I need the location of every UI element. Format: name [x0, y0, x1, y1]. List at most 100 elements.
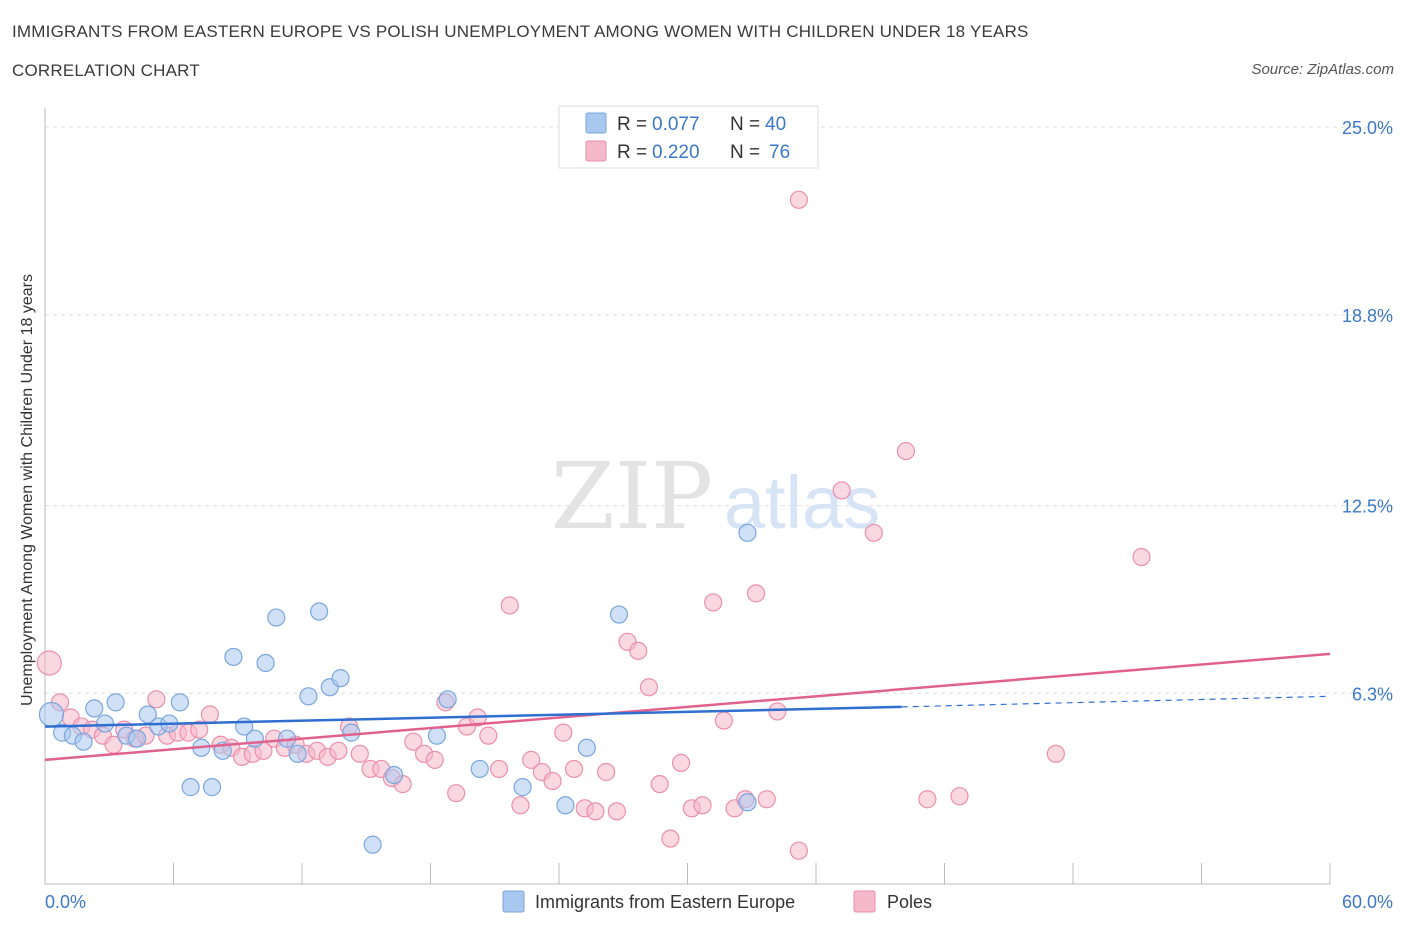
eastern-europe-point: [363, 835, 382, 854]
x-tick-label-max: 60.0%: [1342, 892, 1393, 912]
eastern-europe-trendline-extension: [901, 695, 1331, 708]
poles-point: [425, 750, 444, 769]
watermark: ZIP atlas: [551, 443, 880, 550]
eastern-europe-trendline: [44, 705, 902, 728]
eastern-europe-point: [85, 699, 104, 718]
poles-point: [1132, 547, 1151, 567]
eastern-europe-point: [738, 793, 757, 812]
poles-point: [714, 711, 734, 730]
series-legend-pink-label: Poles: [887, 892, 932, 912]
source-credit: Source: ZipAtlas.com: [1251, 61, 1394, 78]
eastern-europe-point: [342, 723, 361, 742]
poles-point: [350, 744, 369, 763]
poles-point: [757, 790, 776, 809]
poles-point: [661, 829, 680, 848]
y-tick-label: 25.0%: [1342, 118, 1393, 138]
poles-point: [789, 841, 808, 860]
y-tick-label: 18.8%: [1342, 306, 1393, 326]
poles-point: [693, 796, 712, 815]
poles-point: [864, 523, 883, 542]
poles-point: [1046, 744, 1065, 763]
poles-point: [447, 784, 466, 803]
stats-legend-r-value-pink: 0.220: [652, 142, 700, 163]
stats-legend-blue-swatch: [585, 112, 607, 134]
poles-point: [704, 593, 723, 612]
eastern-europe-point: [738, 523, 757, 542]
stats-legend-n-value-blue: 40: [765, 114, 786, 135]
poles-trendline: [44, 652, 1331, 762]
eastern-europe-point: [288, 744, 307, 763]
eastern-europe-point: [331, 669, 350, 688]
eastern-europe-point: [256, 653, 275, 673]
eastern-europe-point: [74, 732, 93, 751]
eastern-europe-point: [513, 778, 532, 797]
series-legend: Immigrants from Eastern Europe Poles: [502, 890, 932, 913]
poles-point: [607, 802, 626, 821]
stats-legend-n-value-pink: 76: [769, 142, 790, 163]
eastern-europe-point: [95, 714, 115, 733]
eastern-europe-point: [609, 605, 629, 624]
poles-point: [746, 584, 766, 603]
poles-point: [489, 759, 509, 779]
eastern-europe-point: [310, 602, 329, 621]
eastern-europe-point: [470, 759, 489, 779]
eastern-europe-point: [267, 608, 286, 627]
poles-point: [500, 596, 519, 615]
stats-legend-pink-swatch: [585, 140, 607, 162]
chart-title: IMMIGRANTS FROM EASTERN EUROPE VS POLISH…: [12, 22, 1029, 41]
poles-point: [597, 762, 616, 782]
y-tick-labels: 6.3% 12.5% 18.8% 25.0%: [1342, 118, 1393, 704]
poles-point: [564, 759, 584, 779]
poles-point: [650, 774, 669, 794]
poles-point: [543, 771, 562, 791]
poles-point: [671, 753, 691, 773]
series-legend-blue-swatch: [502, 890, 525, 913]
eastern-europe-point: [299, 687, 318, 706]
poles-point: [522, 750, 541, 769]
x-tick-label-min: 0.0%: [45, 892, 86, 912]
poles-point: [404, 732, 423, 751]
poles-point: [832, 481, 851, 500]
series-legend-pink-swatch: [853, 890, 876, 913]
eastern-europe-point: [245, 729, 264, 748]
watermark-zip: ZIP: [551, 443, 713, 550]
poles-point: [768, 702, 787, 721]
x-ticks: [173, 863, 1331, 884]
eastern-europe-point: [224, 647, 243, 667]
poles-point: [896, 441, 916, 461]
eastern-europe-point: [384, 765, 404, 785]
stats-legend-r-label-pink: R =: [617, 142, 647, 163]
poles-point: [36, 650, 62, 676]
eastern-europe-point: [202, 778, 222, 797]
poles-point: [639, 678, 659, 697]
eastern-europe-points: [38, 523, 757, 854]
stats-legend: R = 0.077 N = 40 R = 0.220 N = 76: [558, 105, 819, 169]
poles-point: [918, 790, 937, 809]
eastern-europe-point: [127, 729, 147, 748]
eastern-europe-point: [181, 778, 200, 797]
poles-point: [200, 705, 220, 724]
y-tick-label: 12.5%: [1342, 497, 1393, 517]
poles-point: [147, 690, 166, 709]
eastern-europe-point: [106, 693, 125, 712]
eastern-europe-point: [577, 738, 596, 757]
poles-point: [629, 641, 648, 660]
poles-point: [789, 190, 808, 209]
chart-subtitle: CORRELATION CHART: [12, 61, 200, 80]
y-tick-label: 6.3%: [1352, 684, 1393, 704]
poles-point: [190, 720, 209, 739]
stats-legend-n-label-pink: N =: [730, 142, 760, 163]
stats-legend-r-label-blue: R =: [617, 114, 647, 135]
poles-point: [329, 741, 348, 760]
poles-point: [511, 796, 530, 815]
poles-point: [950, 787, 969, 806]
eastern-europe-point: [427, 726, 447, 745]
eastern-europe-point: [170, 693, 190, 712]
poles-point: [479, 726, 498, 745]
eastern-europe-point: [556, 796, 575, 815]
trendlines: [44, 652, 1331, 762]
stats-legend-r-value-blue: 0.077: [652, 114, 700, 135]
series-legend-blue-label: Immigrants from Eastern Europe: [535, 892, 795, 912]
poles-point: [554, 723, 573, 742]
